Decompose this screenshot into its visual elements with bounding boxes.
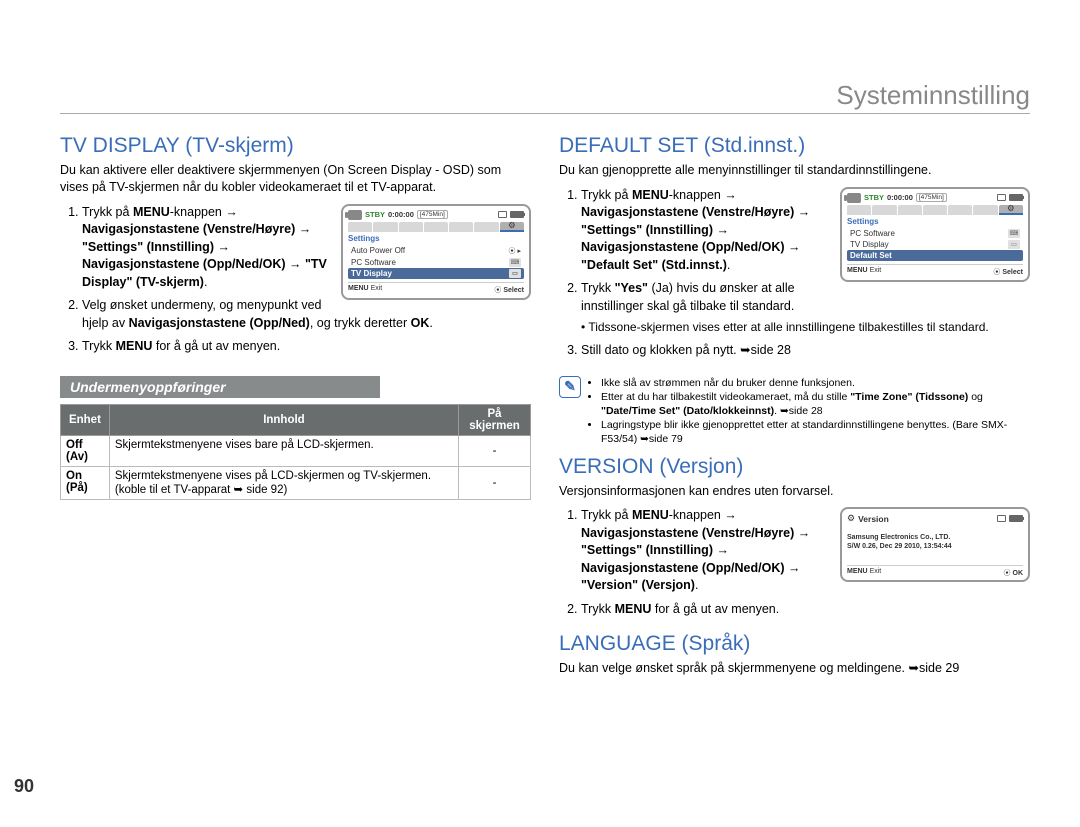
osd-footer: MENU MENU ExitExit ⦿ Select [348, 282, 524, 295]
card-icon [997, 515, 1006, 522]
note: Etter at du har tilbakestilt videokamera… [601, 390, 1030, 418]
manual-page: Systeminnstilling TV DISPLAY (TV-skjerm)… [60, 80, 1030, 685]
note: Ikke slå av strømmen når du bruker denne… [601, 376, 1030, 390]
osd-footer: MENU Exit ⦿ OK [847, 565, 1023, 578]
submenu-table: Enhet Innhold På skjermen Off (Av) Skjer… [60, 404, 531, 500]
osd-tv-display: STBY 0:00:00 [475Min] ⚙ Settings [341, 204, 531, 300]
step-2: Trykk "Yes" (Ja) hvis du ønsker at alle … [581, 280, 1030, 336]
version-line1: Samsung Electronics Co., LTD. [847, 534, 1023, 541]
battery-icon [510, 211, 524, 218]
osd-time: 0:00:00 [887, 193, 913, 202]
osd-remain: [475Min] [417, 210, 448, 219]
osd-item-selected: Default Set [847, 250, 1023, 261]
right-column: DEFAULT SET (Std.innst.) Du kan gjenoppr… [559, 126, 1030, 685]
tv-display-intro: Du kan aktivere eller deaktivere skjermm… [60, 162, 531, 196]
left-column: TV DISPLAY (TV-skjerm) Du kan aktivere e… [60, 126, 531, 685]
osd-settings-label: Settings [847, 217, 1023, 226]
osd-version: ⚙ Version Samsung Electronics Co., LTD. … [840, 507, 1030, 582]
osd-default-set: STBY 0:00:00 [475Min] ⚙ Settings [840, 187, 1030, 282]
version-heading: VERSION (Versjon) [559, 455, 1030, 479]
step-3: Still dato og klokken på nytt. ➥side 28 [581, 342, 1030, 360]
th-unit: Enhet [61, 404, 110, 435]
tv-display-heading: TV DISPLAY (TV-skjerm) [60, 134, 531, 158]
osd-item: PC Software⌨ [847, 228, 1023, 239]
gear-icon: ⚙ [847, 513, 855, 524]
default-set-heading: DEFAULT SET (Std.innst.) [559, 134, 1030, 158]
osd-remain: [475Min] [916, 193, 947, 202]
osd-settings-label: Settings [348, 234, 524, 243]
language-heading: LANGUAGE (Språk) [559, 632, 1030, 656]
osd-time: 0:00:00 [388, 210, 414, 219]
battery-icon [1009, 515, 1023, 522]
version-line2: S/W 0.26, Dec 29 2010, 13:54:44 [847, 543, 1023, 550]
osd-tabs: ⚙ [348, 222, 524, 232]
default-set-intro: Du kan gjenopprette alle menyinnstilling… [559, 162, 1030, 179]
page-header: Systeminnstilling [60, 80, 1030, 114]
osd-item-selected: TV Display▭ [348, 268, 524, 279]
th-onscreen: På skjermen [459, 404, 531, 435]
osd-items-list: Auto Power Off⦿ ▸ PC Software⌨ TV Displa… [348, 245, 524, 279]
osd-item: TV Display▭ [847, 239, 1023, 250]
osd-version-title: Version [858, 514, 889, 524]
step-2: Trykk MENU for å gå ut av menyen. [581, 601, 1030, 619]
submenu-bar: Undermenyoppføringer [60, 376, 380, 398]
battery-icon [1009, 194, 1023, 201]
step-2: Velg ønsket undermeny, og menypunkt ved … [82, 297, 531, 332]
table-row: Off (Av) Skjermtekstmenyene vises bare p… [61, 435, 531, 466]
step-3: Trykk MENU for å gå ut av menyen. [82, 338, 531, 356]
note-icon: ✎ [559, 376, 581, 398]
osd-stby: STBY [365, 210, 385, 219]
camera-icon [348, 210, 362, 220]
settings-tab-icon: ⚙ [500, 222, 524, 232]
notes-box: ✎ Ikke slå av strømmen når du bruker den… [559, 376, 1030, 447]
settings-tab-icon: ⚙ [999, 205, 1023, 215]
page-number: 90 [14, 776, 34, 797]
osd-item: Auto Power Off⦿ ▸ [348, 245, 524, 257]
osd-stby: STBY [864, 193, 884, 202]
note: Lagringstype blir ikke gjenopprettet ett… [601, 418, 1030, 446]
card-icon [997, 194, 1006, 201]
table-row: On (På) Skjermtekstmenyene vises på LCD-… [61, 466, 531, 499]
language-intro: Du kan velge ønsket språk på skjermmenye… [559, 660, 1030, 677]
two-column-layout: TV DISPLAY (TV-skjerm) Du kan aktivere e… [60, 126, 1030, 685]
osd-footer: MENU Exit ⦿ Select [847, 264, 1023, 277]
card-icon [498, 211, 507, 218]
version-intro: Versjonsinformasjonen kan endres uten fo… [559, 483, 1030, 500]
camera-icon [847, 193, 861, 203]
th-content: Innhold [109, 404, 458, 435]
osd-tabs: ⚙ [847, 205, 1023, 215]
osd-item: PC Software⌨ [348, 257, 524, 268]
